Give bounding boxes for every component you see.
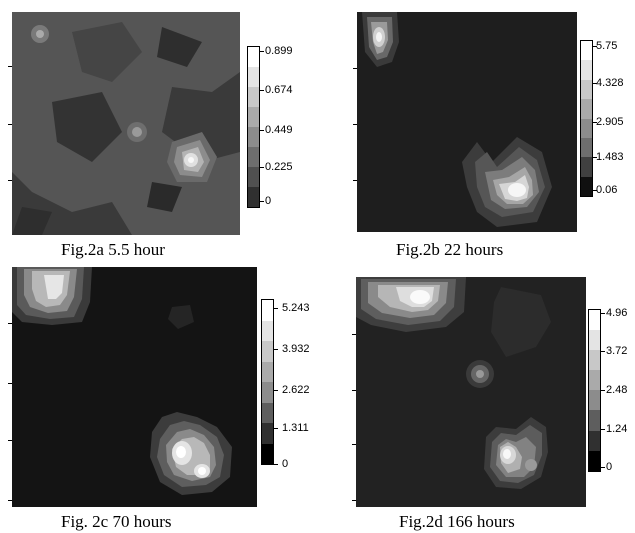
contour-plot-2c: [12, 267, 257, 507]
colorbar-label: 2.905: [596, 116, 624, 128]
contour-plot-2d: [356, 277, 586, 507]
axis-tick: [353, 124, 357, 125]
colorbar-label: 0.449: [265, 124, 293, 136]
colorbar-label: 4.96: [606, 307, 628, 319]
colorbar-label: 0: [282, 458, 289, 470]
colorbar-2b: [580, 40, 593, 197]
colorbar-tick: [259, 167, 264, 168]
axis-tick: [352, 390, 356, 391]
axis-tick: [8, 180, 12, 181]
axis-tick: [8, 66, 12, 67]
colorbar-label: 2.48: [606, 384, 628, 396]
colorbar-label: 0.06: [596, 184, 618, 196]
colorbar-tick: [600, 390, 605, 391]
colorbar-tick: [259, 90, 264, 91]
colorbar-tick: [259, 201, 264, 202]
colorbar-tick: [600, 351, 605, 352]
colorbar-label: 0: [606, 461, 613, 473]
axis-tick: [8, 323, 12, 324]
axis-tick: [353, 180, 357, 181]
colorbar-label: 0.899: [265, 45, 293, 57]
colorbar-tick: [600, 429, 605, 430]
axis-tick: [8, 500, 12, 501]
colorbar-tick: [273, 349, 278, 350]
colorbar-label: 5.243: [282, 302, 310, 314]
colorbar-tick: [592, 83, 597, 84]
colorbar-2a: [247, 46, 260, 208]
contour-plot-2a: [12, 12, 240, 235]
colorbar-label: 1.24: [606, 423, 628, 435]
axis-tick: [353, 68, 357, 69]
colorbar-label: 1.311: [282, 422, 309, 434]
colorbar-tick: [592, 122, 597, 123]
colorbar-tick: [273, 464, 278, 465]
colorbar-label: 1.483: [596, 151, 624, 163]
figure-caption: Fig.2b 22 hours: [396, 240, 504, 259]
colorbar-tick: [259, 130, 264, 131]
colorbar-tick: [600, 467, 605, 468]
colorbar-label: 2.622: [282, 384, 310, 396]
colorbar-label: 3.932: [282, 343, 310, 355]
contour-plot-2b: [357, 12, 577, 232]
colorbar-tick: [592, 46, 597, 47]
axis-tick: [352, 334, 356, 335]
axis-tick: [8, 440, 12, 441]
figure-caption: Fig.2a 5.5 hour: [61, 240, 165, 259]
axis-tick: [8, 124, 12, 125]
colorbar-2c: [261, 299, 274, 465]
figure-caption: Fig.2d 166 hours: [399, 512, 515, 531]
colorbar-label: 0.225: [265, 161, 293, 173]
colorbar-tick: [273, 428, 278, 429]
axis-tick: [8, 383, 12, 384]
axis-tick: [352, 444, 356, 445]
figure-caption: Fig. 2c 70 hours: [61, 512, 172, 531]
colorbar-label: 4.328: [596, 77, 624, 89]
colorbar-label: 5.75: [596, 40, 618, 52]
colorbar-label: 3.72: [606, 345, 628, 357]
colorbar-tick: [592, 190, 597, 191]
colorbar-tick: [600, 313, 605, 314]
axis-tick: [352, 500, 356, 501]
colorbar-label: 0: [265, 195, 272, 207]
colorbar-tick: [273, 308, 278, 309]
colorbar-label: 0.674: [265, 84, 293, 96]
colorbar-tick: [273, 390, 278, 391]
colorbar-tick: [259, 51, 264, 52]
colorbar-tick: [592, 157, 597, 158]
